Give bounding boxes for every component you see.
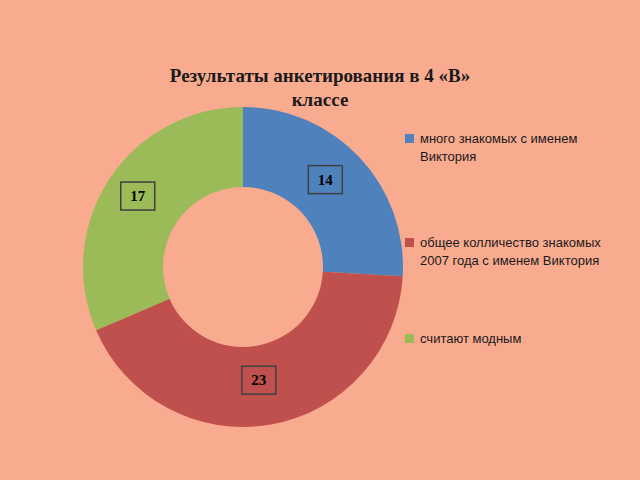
svg-text:14: 14 (318, 172, 334, 188)
html-text:общее колличество знакомых 200: общее колличество знакомых 2007 года с и… (420, 235, 601, 268)
svg-text:23: 23 (251, 372, 266, 388)
html-text:много знакомых с именем Виктор: много знакомых с именем Виктория (420, 131, 578, 164)
svg-text:17: 17 (130, 188, 146, 204)
html-text:Результаты анкетирования в 4 «: Результаты анкетирования в 4 «В» классе (169, 65, 471, 110)
html-text:считают модным: считают модным (420, 331, 522, 346)
